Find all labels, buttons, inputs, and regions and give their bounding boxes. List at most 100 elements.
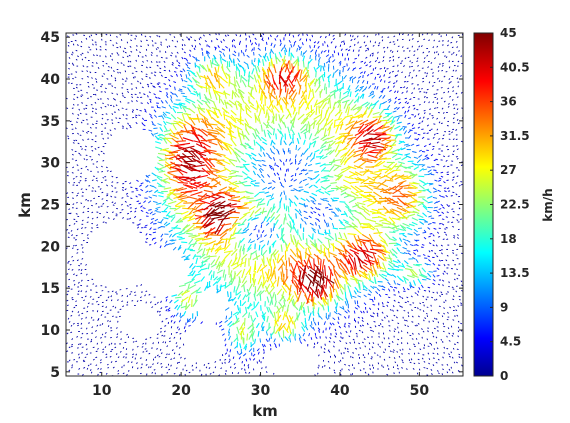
vector-arrow xyxy=(391,274,397,278)
vector-arrow xyxy=(261,269,265,280)
vector-arrow xyxy=(340,188,347,193)
vector-arrow xyxy=(376,211,386,217)
vector-arrow xyxy=(163,335,166,337)
vector-arrow xyxy=(292,35,295,38)
vector-arrow xyxy=(432,279,436,282)
vector-arrow xyxy=(363,285,368,290)
vector-arrow xyxy=(105,372,108,375)
vector-arrow xyxy=(326,118,334,126)
vector-arrow xyxy=(233,362,236,366)
vector-arrow xyxy=(237,150,245,155)
vector-arrow xyxy=(171,62,174,64)
vector-arrow xyxy=(413,249,417,252)
vector-arrow xyxy=(426,263,431,266)
vector-arrow xyxy=(207,131,220,135)
vector-arrow xyxy=(407,311,409,314)
vector-arrow xyxy=(73,280,75,282)
vector-arrow xyxy=(335,294,341,302)
vector-arrow xyxy=(243,211,251,216)
vector-arrow xyxy=(369,172,380,176)
vector-arrow xyxy=(208,33,211,36)
vector-arrow xyxy=(110,295,113,298)
vector-arrow xyxy=(338,219,343,224)
vector-arrow xyxy=(320,281,325,294)
vector-arrow xyxy=(216,276,222,281)
vector-arrow xyxy=(279,75,289,87)
vector-arrow xyxy=(417,342,420,345)
vector-arrow xyxy=(156,348,159,350)
vector-arrow xyxy=(244,345,248,351)
vector-arrow xyxy=(283,44,286,49)
vector-arrow xyxy=(224,274,227,281)
vector-arrow xyxy=(442,51,445,54)
vector-arrow xyxy=(352,126,362,129)
vector-arrow xyxy=(411,309,413,311)
vector-arrow xyxy=(167,170,179,173)
vector-arrow xyxy=(169,134,179,140)
vector-arrow xyxy=(208,240,217,245)
vector-arrow xyxy=(288,83,295,93)
vector-arrow xyxy=(266,106,273,113)
vector-arrow xyxy=(361,233,372,241)
vector-arrow xyxy=(406,205,417,209)
vector-arrow xyxy=(456,268,458,271)
vector-arrow xyxy=(176,367,178,370)
vector-arrow xyxy=(230,262,238,267)
vector-arrow xyxy=(401,359,404,361)
vector-arrow xyxy=(71,343,74,346)
vector-arrow xyxy=(440,97,443,99)
vector-arrow xyxy=(190,85,196,91)
vector-arrow xyxy=(456,175,459,178)
vector-arrow xyxy=(86,221,89,223)
vector-arrow xyxy=(305,100,310,110)
vector-arrow xyxy=(216,126,226,134)
vector-arrow xyxy=(432,85,434,87)
vector-arrow xyxy=(140,70,143,73)
vector-arrow xyxy=(343,184,352,190)
vector-arrow xyxy=(92,175,95,178)
vector-arrow xyxy=(117,71,119,74)
vector-arrow xyxy=(77,311,80,314)
vector-arrow xyxy=(289,158,292,162)
vector-arrow xyxy=(99,324,102,326)
vector-arrow xyxy=(213,241,225,246)
vector-arrow xyxy=(393,85,395,88)
vector-arrow xyxy=(311,227,316,231)
vector-arrow xyxy=(334,140,342,145)
vector-arrow xyxy=(196,248,203,254)
vector-arrow xyxy=(445,195,448,198)
vector-arrow xyxy=(245,128,250,136)
vector-arrow xyxy=(261,146,265,151)
vector-arrow xyxy=(447,105,450,108)
vector-arrow xyxy=(372,54,374,57)
vector-arrow xyxy=(237,62,241,68)
vector-arrow xyxy=(77,324,80,327)
vector-arrow xyxy=(373,187,384,191)
vector-arrow xyxy=(313,99,318,108)
vector-arrow xyxy=(232,264,240,270)
vector-arrow xyxy=(451,221,454,224)
vector-arrow xyxy=(361,331,364,334)
vector-arrow xyxy=(179,332,182,335)
vector-arrow xyxy=(288,47,291,52)
vector-arrow xyxy=(328,326,331,330)
vector-arrow xyxy=(279,39,282,43)
vector-arrow xyxy=(105,353,108,356)
vector-arrow xyxy=(358,283,361,291)
vector-arrow xyxy=(185,129,196,132)
vector-arrow xyxy=(164,306,168,308)
vector-arrow xyxy=(140,40,142,43)
vector-arrow xyxy=(442,134,445,136)
vector-arrow xyxy=(139,184,142,187)
vector-arrow xyxy=(81,332,84,335)
vector-arrow xyxy=(87,85,90,88)
vector-arrow xyxy=(386,210,395,215)
vector-arrow xyxy=(171,294,178,297)
vector-arrow xyxy=(158,310,161,313)
vector-arrow xyxy=(123,64,125,66)
vector-arrow xyxy=(317,312,320,318)
vector-arrow xyxy=(410,295,413,298)
vector-arrow xyxy=(317,366,319,369)
vector-arrow xyxy=(421,328,423,330)
vector-arrow xyxy=(339,306,344,310)
